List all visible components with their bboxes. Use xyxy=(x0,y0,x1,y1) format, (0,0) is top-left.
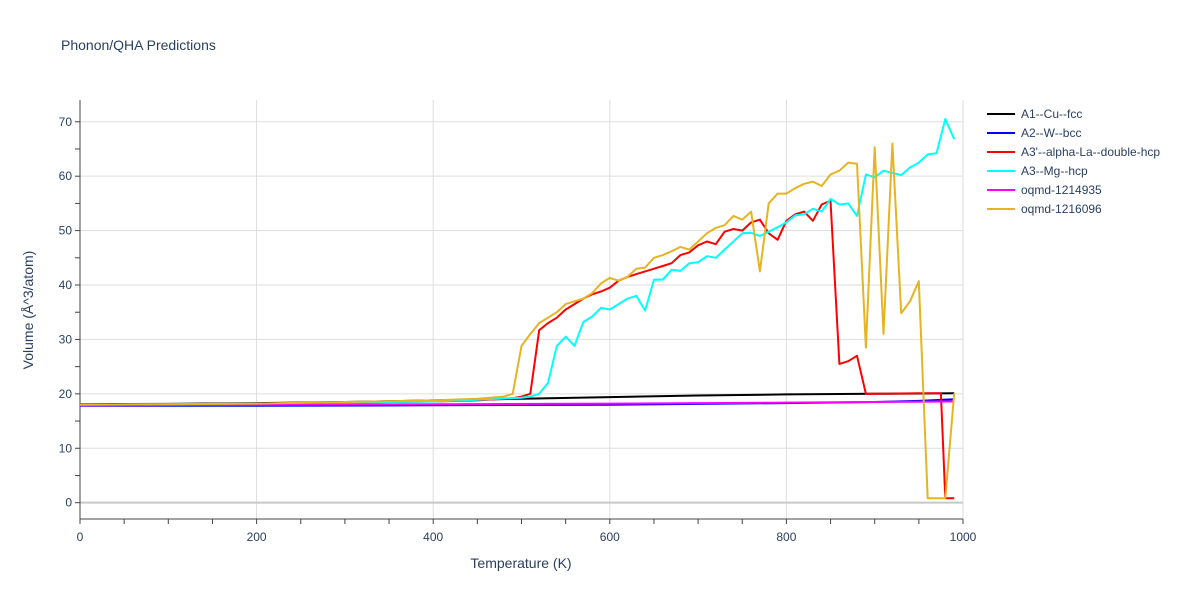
tick-labels: 0 200 400 600 800 1000 0 10 20 30 40 50 60 70 xyxy=(59,115,977,544)
legend-item[interactable]: A3--Mg--hcp xyxy=(987,164,1088,178)
plot-area xyxy=(79,118,956,500)
y-tick-label: 30 xyxy=(59,332,73,346)
y-tick-label: 10 xyxy=(59,441,73,455)
chart-title: Phonon/QHA Predictions xyxy=(61,37,216,53)
series-line-6 xyxy=(79,142,956,500)
legend-label: oqmd-1216096 xyxy=(1021,202,1102,216)
legend-label: A2--W--bcc xyxy=(1021,126,1081,140)
legend-label: A3--Mg--hcp xyxy=(1021,164,1088,178)
y-tick-label: 0 xyxy=(65,496,72,510)
y-tick-label: 40 xyxy=(59,278,73,292)
legend-label: A1--Cu--fcc xyxy=(1021,107,1082,121)
y-tick-label: 70 xyxy=(59,115,73,129)
x-tick-label: 200 xyxy=(247,530,267,544)
legend-item[interactable]: oqmd-1216096 xyxy=(987,202,1102,216)
grid xyxy=(80,100,964,519)
x-tick-label: 600 xyxy=(600,530,620,544)
legend-label: A3'--alpha-La--double-hcp xyxy=(1021,145,1160,159)
y-tick-label: 20 xyxy=(59,387,73,401)
axes xyxy=(75,100,964,524)
y-tick-label: 50 xyxy=(59,224,73,238)
x-tick-label: 800 xyxy=(776,530,796,544)
y-axis-title: Volume (Å^3/atom) xyxy=(20,251,36,370)
x-axis-title: Temperature (K) xyxy=(470,555,571,571)
legend-item[interactable]: A1--Cu--fcc xyxy=(987,107,1082,121)
x-tick-label: 400 xyxy=(423,530,443,544)
legend[interactable]: A1--Cu--fcc A2--W--bcc A3'--alpha-La--doub… xyxy=(987,107,1160,216)
legend-label: oqmd-1214935 xyxy=(1021,183,1102,197)
series-line-4 xyxy=(79,118,956,406)
y-tick-label: 60 xyxy=(59,169,73,183)
series-line-3 xyxy=(79,199,955,500)
x-tick-label: 0 xyxy=(77,530,84,544)
legend-item[interactable]: oqmd-1214935 xyxy=(987,183,1102,197)
legend-item[interactable]: A2--W--bcc xyxy=(987,126,1081,140)
x-tick-label: 1000 xyxy=(950,530,977,544)
legend-item[interactable]: A3'--alpha-La--double-hcp xyxy=(987,145,1160,159)
